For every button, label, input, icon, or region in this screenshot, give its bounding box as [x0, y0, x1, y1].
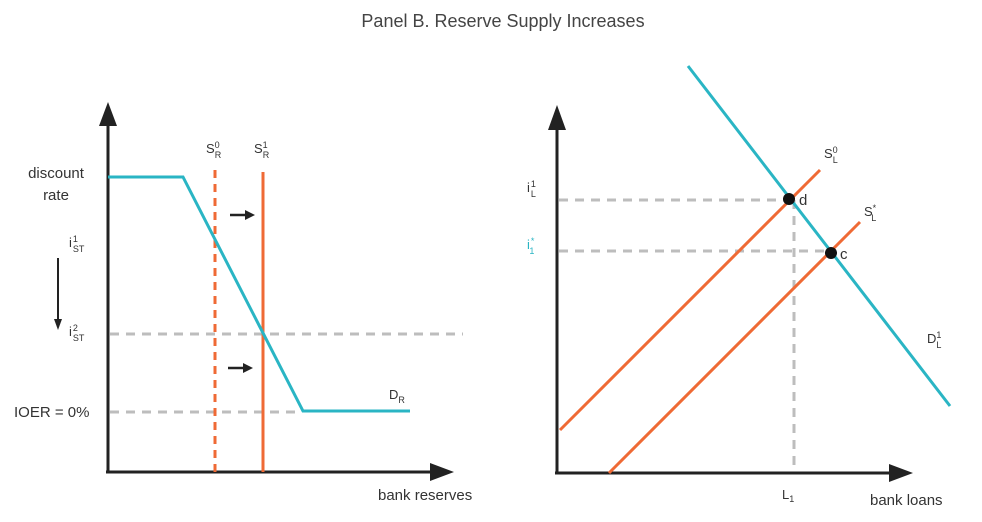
discount-rate-label-line1: discount	[28, 165, 85, 182]
point-c	[825, 247, 837, 259]
right-panel: d c i1 L i* 1 S0 L S* L D1 L L1 bank loans	[527, 65, 952, 509]
right-x-axis-arrowhead	[889, 464, 913, 482]
supply-curve-sl0	[558, 168, 822, 432]
shift-arrow-upper-head	[245, 210, 255, 220]
point-c-label: c	[840, 246, 848, 263]
bank-loans-axis-label: bank loans	[870, 492, 943, 509]
shift-arrow-lower-head	[243, 363, 253, 373]
sl0-label: S0 L	[824, 145, 838, 165]
point-d-label: d	[799, 192, 807, 209]
i1star-label: i* 1	[527, 236, 535, 256]
il1-label: i1 L	[527, 179, 536, 199]
ioer-label: IOER = 0%	[14, 404, 89, 421]
panel-title: Panel B. Reserve Supply Increases	[361, 11, 644, 31]
dl1-label: D1 L	[927, 330, 941, 350]
sr0-label: S0 R	[206, 140, 222, 160]
left-x-axis-arrowhead	[430, 463, 454, 481]
dr-label: DR	[389, 387, 405, 405]
left-panel: discount rate i1 ST i2 ST IOER = 0% S0 R S1…	[14, 102, 472, 504]
right-y-axis-arrowhead	[548, 105, 566, 130]
sr1-label: S1 R	[254, 140, 270, 160]
discount-rate-label-line2: rate	[43, 187, 69, 204]
left-y-axis-arrowhead	[99, 102, 117, 126]
supply-curve-slstar	[607, 220, 862, 475]
i-st2-label: i2 ST	[69, 323, 85, 343]
point-d	[783, 193, 795, 205]
slstar-label: S* L	[864, 203, 877, 223]
demand-curve-dl1	[686, 65, 952, 407]
bank-reserves-axis-label: bank reserves	[378, 487, 472, 504]
demand-curve-dr	[108, 175, 410, 413]
rate-decline-arrow-head	[54, 319, 62, 330]
i-st1-label: i1 ST	[69, 234, 85, 254]
l1-label: L1	[782, 487, 794, 504]
